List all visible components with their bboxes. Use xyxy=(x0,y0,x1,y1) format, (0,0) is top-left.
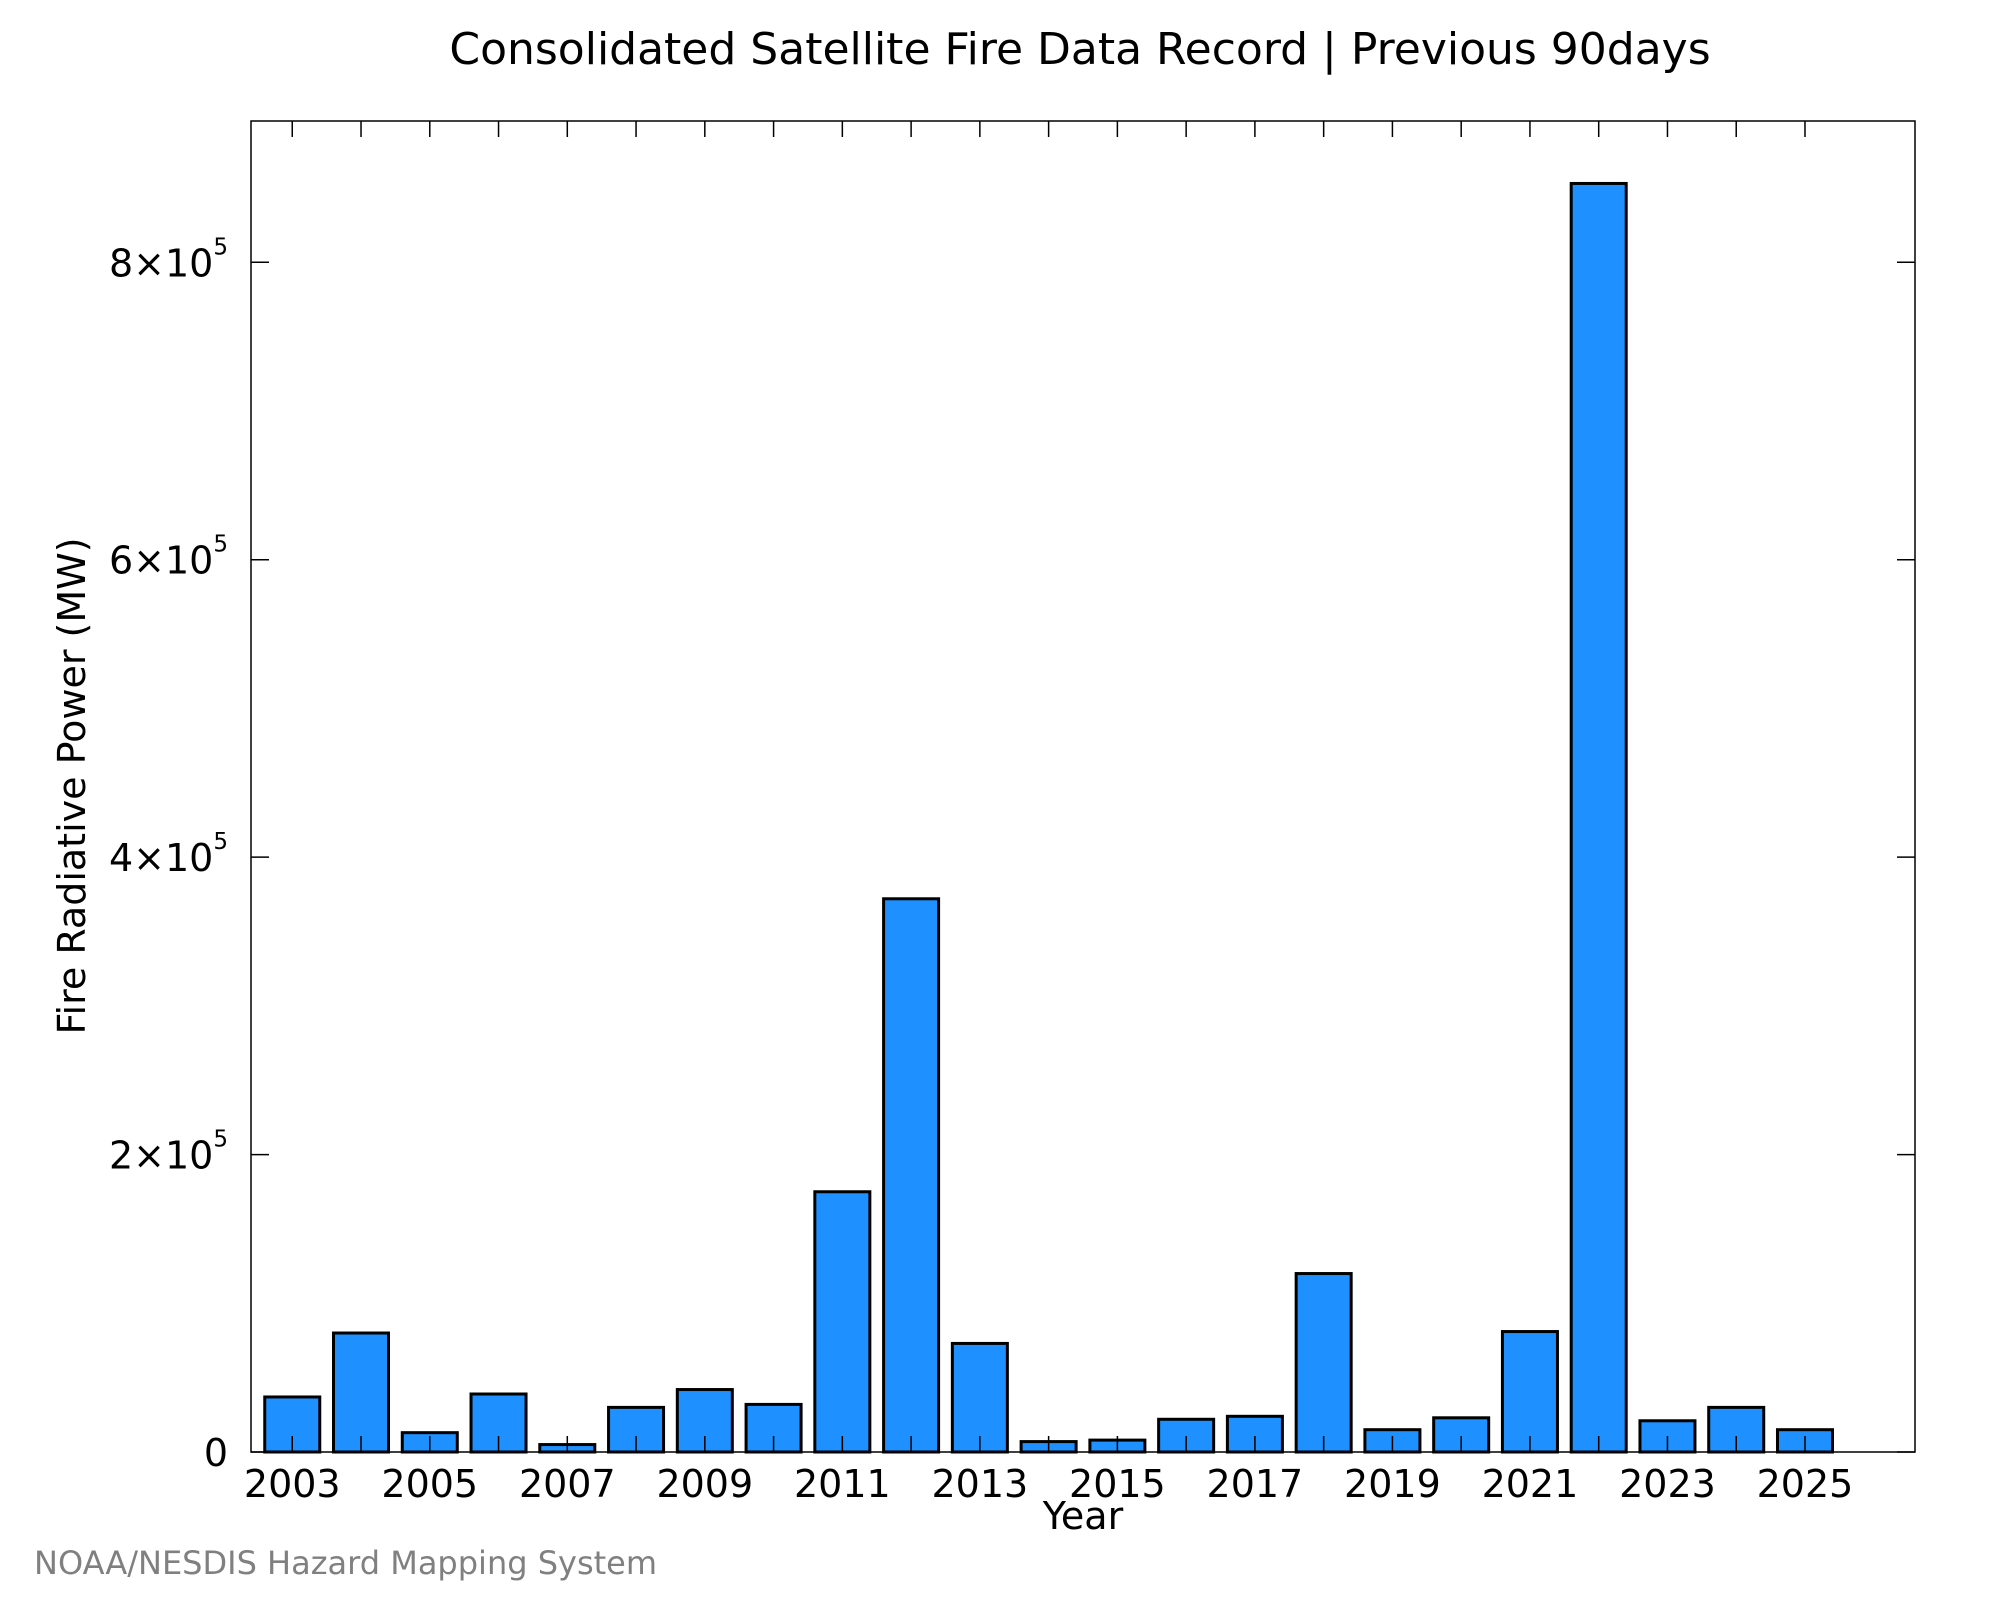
bar-2013 xyxy=(950,1341,1009,1454)
x-tick-label-2019: 2019 xyxy=(1344,1462,1441,1506)
y-axis-label: Fire Radiative Power (MW) xyxy=(50,537,94,1034)
x-tick-label-2003: 2003 xyxy=(244,1462,341,1506)
bar-2012 xyxy=(882,897,941,1454)
x-tick-label-2011: 2011 xyxy=(794,1462,891,1506)
y-tick-label-400000: 4×105 xyxy=(109,829,228,880)
x-tick-label-2017: 2017 xyxy=(1207,1462,1304,1506)
plot-frame xyxy=(250,120,1916,1453)
credit-text: NOAA/NESDIS Hazard Mapping System xyxy=(34,1544,657,1582)
bar-2022 xyxy=(1569,181,1628,1454)
y-tick-label-800000: 8×105 xyxy=(109,234,228,285)
bars-group xyxy=(263,181,1834,1454)
bar-2021 xyxy=(1500,1330,1559,1454)
x-tick-label-2013: 2013 xyxy=(932,1462,1029,1506)
bar-2018 xyxy=(1294,1272,1353,1454)
x-axis-label: Year xyxy=(1042,1494,1124,1538)
y-tick-label-0: 0 xyxy=(204,1431,228,1475)
y-tick-label-600000: 6×105 xyxy=(109,532,228,583)
ticks-group: 2003 2005 2007 2009 2011 2013 2015 2017 2019 2021… xyxy=(109,121,1915,1506)
bar-2004 xyxy=(332,1331,391,1454)
x-tick-label-2007: 2007 xyxy=(519,1462,616,1506)
x-tick-label-2015: 2015 xyxy=(1069,1462,1166,1506)
bar-2011 xyxy=(813,1190,872,1454)
y-tick-label-200000: 2×105 xyxy=(109,1127,228,1178)
x-tick-label-2025: 2025 xyxy=(1757,1462,1854,1506)
chart-title: Consolidated Satellite Fire Data Record … xyxy=(449,24,1710,75)
x-tick-label-2009: 2009 xyxy=(656,1462,753,1506)
x-tick-label-2023: 2023 xyxy=(1619,1462,1716,1506)
x-tick-label-2021: 2021 xyxy=(1482,1462,1579,1506)
x-tick-label-2005: 2005 xyxy=(381,1462,478,1506)
